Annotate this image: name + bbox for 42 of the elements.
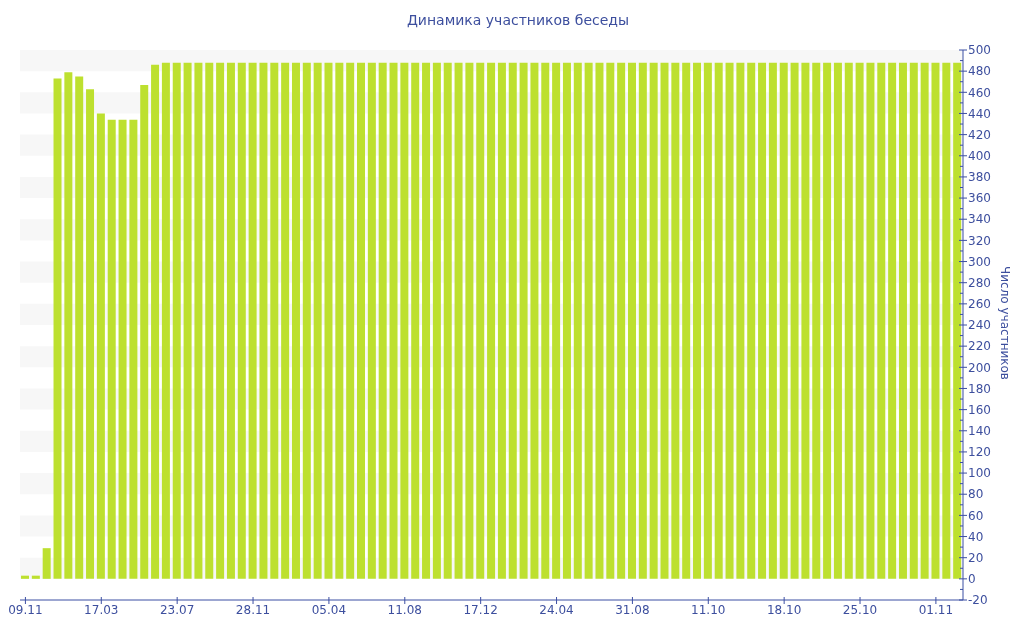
y-tick-label: 240: [968, 318, 991, 333]
x-tick-label: 17.12: [463, 603, 498, 617]
y-tick-label: 440: [968, 106, 991, 121]
y-tick-label: 420: [968, 127, 991, 142]
x-tick-label: 17.03: [84, 603, 119, 617]
y-axis-title: Число участников: [998, 266, 1012, 380]
y-tick-label: 180: [968, 381, 991, 396]
y-tick-label: 480: [968, 64, 991, 79]
y-tick-label: 360: [968, 191, 991, 206]
y-tick-label: 300: [968, 254, 991, 269]
x-tick-label: 23.07: [159, 603, 195, 617]
x-tick-label: 25.10: [842, 603, 878, 617]
y-tick-label: 120: [968, 445, 991, 460]
y-tick-label: 80: [968, 487, 984, 502]
chart-title: Динамика участников беседы: [405, 12, 631, 28]
x-tick-label: 11.10: [691, 603, 726, 617]
y-tick-label: 400: [968, 148, 991, 163]
y-tick-label: 0: [968, 572, 976, 587]
y-tick-label: 40: [968, 529, 984, 544]
y-tick-label: 20: [968, 550, 984, 565]
x-tick-label: 05.04: [311, 603, 347, 617]
y-tick-label: -20: [968, 593, 988, 608]
y-tick-label: 320: [968, 233, 991, 248]
y-tick-label: 100: [968, 466, 991, 481]
y-tick-label: 140: [968, 423, 991, 438]
y-tick-label: 460: [968, 85, 991, 100]
x-tick-label: 18.10: [766, 603, 802, 617]
x-tick-label: 11.08: [387, 603, 422, 617]
x-tick-label: 31.08: [615, 603, 650, 617]
x-tick-label: 24.04: [539, 603, 574, 617]
x-tick-label: 28.11: [235, 603, 271, 617]
x-tick-label: 01.11: [918, 603, 954, 617]
y-tick-label: 60: [968, 508, 984, 523]
y-tick-label: 200: [968, 360, 991, 375]
y-tick-label: 500: [968, 43, 991, 58]
y-tick-label: 160: [968, 402, 991, 417]
y-tick-label: 220: [968, 339, 991, 354]
y-tick-label: 260: [968, 297, 991, 312]
y-tick-label: 380: [968, 170, 991, 185]
y-tick-label: 280: [968, 275, 991, 290]
x-tick-label: 09.11: [8, 603, 43, 617]
y-tick-label: 340: [968, 212, 991, 227]
